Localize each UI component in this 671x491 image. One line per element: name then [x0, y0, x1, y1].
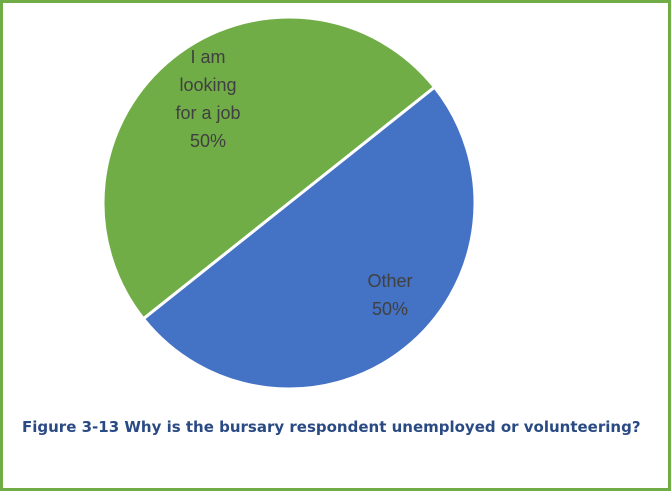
pie-slice-other	[141, 85, 477, 391]
data-label-looking-for-job: I am looking for a job 50%	[175, 47, 240, 151]
data-label-line: I am	[190, 47, 225, 67]
data-label-line: for a job	[175, 103, 240, 123]
pie-slice-looking-for-job	[101, 15, 437, 321]
data-label-line: 50%	[190, 131, 226, 151]
data-label-line: Other	[367, 271, 412, 291]
data-label-line: looking	[179, 75, 236, 95]
data-label-other: Other 50%	[367, 271, 412, 319]
figure-caption: Figure 3-13 Why is the bursary responden…	[22, 418, 641, 436]
data-label-line: 50%	[372, 299, 408, 319]
pie-chart: I am looking for a job 50% Other 50%	[101, 15, 477, 391]
